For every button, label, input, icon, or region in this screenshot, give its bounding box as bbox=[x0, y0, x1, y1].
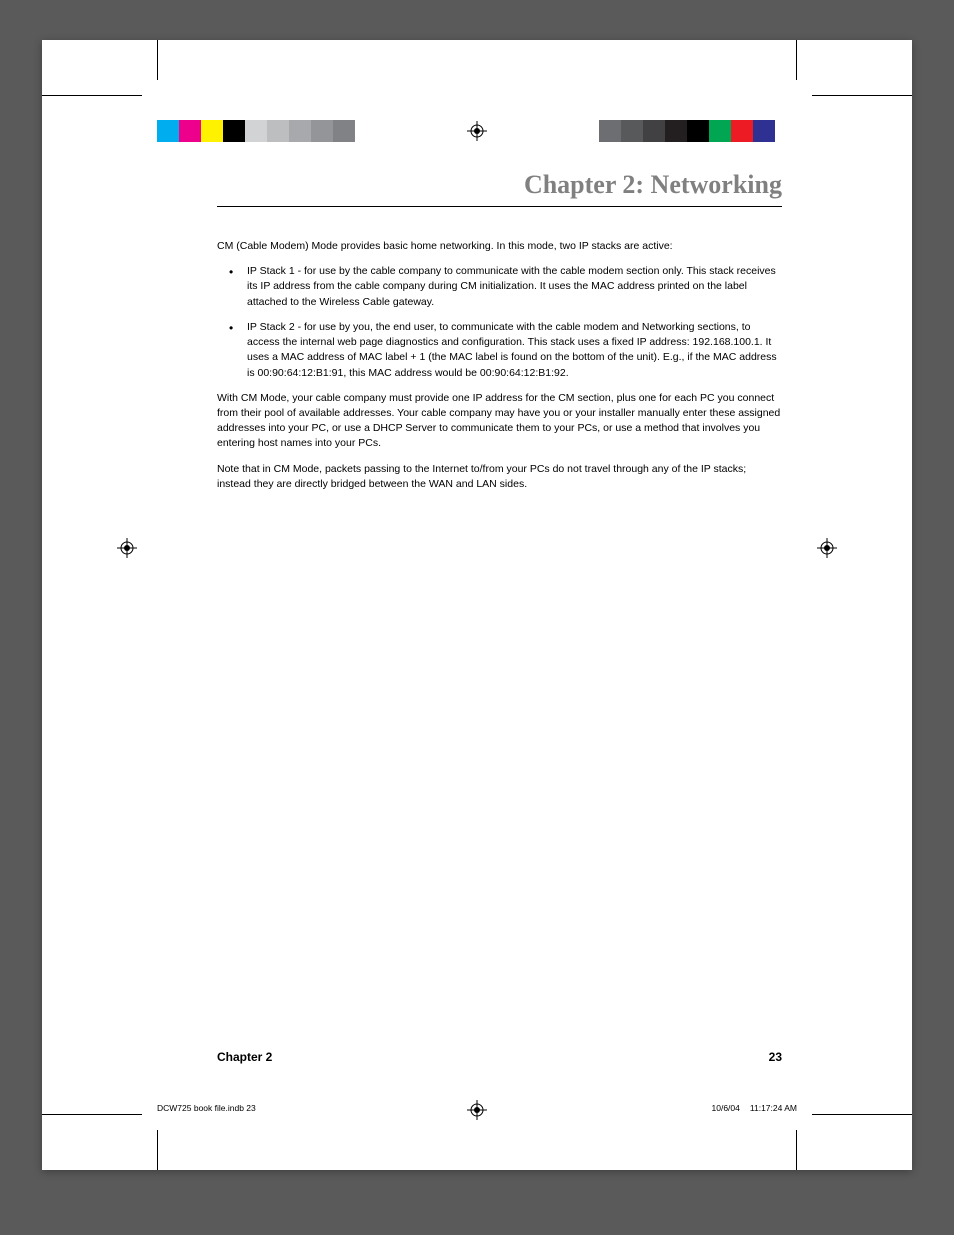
color-swatch bbox=[555, 120, 577, 142]
document-page: Chapter 2: Networking CM (Cable Modem) M… bbox=[42, 40, 912, 1170]
crop-mark bbox=[812, 1114, 912, 1115]
color-swatch bbox=[775, 120, 797, 142]
paragraph: With CM Mode, your cable company must pr… bbox=[217, 391, 782, 452]
crop-mark bbox=[796, 40, 797, 80]
color-swatch bbox=[355, 120, 377, 142]
crop-mark bbox=[812, 95, 912, 96]
color-swatch bbox=[377, 120, 399, 142]
color-swatch bbox=[311, 120, 333, 142]
crop-mark bbox=[42, 1114, 142, 1115]
color-swatch bbox=[599, 120, 621, 142]
color-swatch bbox=[687, 120, 709, 142]
color-swatch bbox=[665, 120, 687, 142]
color-calibration-bar-left bbox=[157, 120, 421, 142]
color-swatch bbox=[223, 120, 245, 142]
color-swatch bbox=[621, 120, 643, 142]
paragraph: CM (Cable Modem) Mode provides basic hom… bbox=[217, 239, 782, 254]
color-swatch bbox=[333, 120, 355, 142]
color-swatch bbox=[533, 120, 555, 142]
bullet-list: IP Stack 1 - for use by the cable compan… bbox=[217, 264, 782, 381]
paragraph: Note that in CM Mode, packets passing to… bbox=[217, 462, 782, 492]
color-swatch bbox=[289, 120, 311, 142]
color-swatch bbox=[709, 120, 731, 142]
color-swatch bbox=[643, 120, 665, 142]
color-swatch bbox=[267, 120, 289, 142]
body-text: CM (Cable Modem) Mode provides basic hom… bbox=[217, 239, 782, 492]
registration-mark-icon bbox=[467, 121, 487, 141]
color-calibration-bar-right bbox=[533, 120, 797, 142]
color-swatch bbox=[179, 120, 201, 142]
color-swatch bbox=[753, 120, 775, 142]
print-metadata-footer: DCW725 book file.indb 23 10/6/04 11:17:2… bbox=[157, 1103, 797, 1113]
print-date: 10/6/04 bbox=[712, 1103, 740, 1113]
color-swatch bbox=[731, 120, 753, 142]
print-time: 11:17:24 AM bbox=[750, 1103, 797, 1113]
crop-mark bbox=[796, 1130, 797, 1170]
print-filename: DCW725 book file.indb 23 bbox=[157, 1103, 256, 1113]
registration-mark-icon bbox=[817, 538, 837, 558]
list-item: IP Stack 2 - for use by you, the end use… bbox=[217, 320, 782, 381]
color-swatch bbox=[577, 120, 599, 142]
color-swatch bbox=[201, 120, 223, 142]
page-number: 23 bbox=[769, 1050, 782, 1064]
list-item: IP Stack 1 - for use by the cable compan… bbox=[217, 264, 782, 310]
chapter-title: Chapter 2: Networking bbox=[217, 170, 782, 207]
color-swatch bbox=[157, 120, 179, 142]
crop-mark bbox=[42, 95, 142, 96]
crop-mark bbox=[157, 40, 158, 80]
footer-chapter-label: Chapter 2 bbox=[217, 1050, 272, 1064]
crop-mark bbox=[157, 1130, 158, 1170]
registration-mark-icon bbox=[117, 538, 137, 558]
page-footer: Chapter 2 23 bbox=[217, 1050, 782, 1064]
color-swatch bbox=[245, 120, 267, 142]
page-content: Chapter 2: Networking CM (Cable Modem) M… bbox=[217, 170, 782, 502]
color-swatch bbox=[399, 120, 421, 142]
